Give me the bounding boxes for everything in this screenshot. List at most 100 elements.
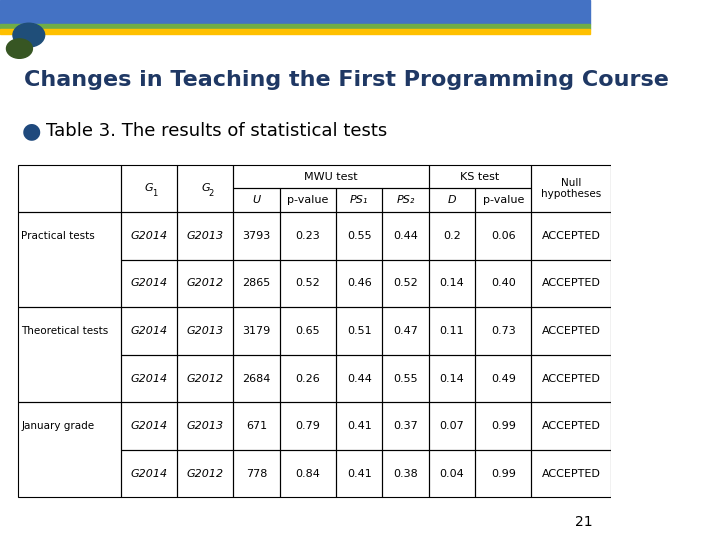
- Text: 0.47: 0.47: [393, 326, 418, 336]
- Text: 0.55: 0.55: [393, 374, 418, 383]
- Text: Table 3. The results of statistical tests: Table 3. The results of statistical test…: [46, 122, 387, 139]
- Text: 0.23: 0.23: [296, 231, 320, 241]
- Text: G2013: G2013: [186, 231, 224, 241]
- Text: G: G: [145, 184, 153, 193]
- Bar: [177, 402, 233, 450]
- Text: 1: 1: [153, 190, 158, 198]
- Bar: [233, 165, 428, 188]
- Bar: [428, 450, 475, 497]
- Bar: [428, 212, 475, 260]
- Bar: [280, 212, 336, 260]
- Bar: [475, 355, 531, 402]
- Text: G2012: G2012: [186, 279, 224, 288]
- Bar: [177, 165, 233, 212]
- Bar: [428, 188, 475, 212]
- Bar: [382, 402, 428, 450]
- Text: 0.52: 0.52: [393, 279, 418, 288]
- Text: G2014: G2014: [130, 326, 168, 336]
- Bar: [428, 402, 475, 450]
- Bar: [336, 260, 382, 307]
- Bar: [336, 450, 382, 497]
- Text: 2865: 2865: [243, 279, 271, 288]
- Text: G2012: G2012: [186, 374, 224, 383]
- Bar: [233, 307, 280, 355]
- Text: G: G: [201, 184, 210, 193]
- Text: 0.46: 0.46: [347, 279, 372, 288]
- Text: 0.11: 0.11: [440, 326, 464, 336]
- Bar: [475, 260, 531, 307]
- Text: 3793: 3793: [243, 231, 271, 241]
- Text: G2013: G2013: [186, 326, 224, 336]
- Text: 0.52: 0.52: [296, 279, 320, 288]
- Text: 3179: 3179: [243, 326, 271, 336]
- Bar: [336, 402, 382, 450]
- Bar: [382, 307, 428, 355]
- Text: U: U: [253, 195, 261, 205]
- Bar: [428, 355, 475, 402]
- Text: G2012: G2012: [186, 469, 224, 478]
- Text: 0.41: 0.41: [347, 469, 372, 478]
- Text: MWU test: MWU test: [305, 172, 358, 181]
- Bar: [177, 260, 233, 307]
- Text: 0.07: 0.07: [439, 421, 464, 431]
- Text: D: D: [448, 195, 456, 205]
- Bar: [18, 212, 121, 307]
- Bar: [121, 355, 177, 402]
- Bar: [121, 450, 177, 497]
- Bar: [531, 402, 611, 450]
- Text: 0.40: 0.40: [491, 279, 516, 288]
- Text: January grade: January grade: [22, 421, 94, 431]
- Text: 0.14: 0.14: [439, 374, 464, 383]
- Text: ACCEPTED: ACCEPTED: [541, 326, 600, 336]
- Text: 671: 671: [246, 421, 267, 431]
- Bar: [121, 307, 177, 355]
- Text: 0.41: 0.41: [347, 421, 372, 431]
- Bar: [531, 212, 611, 260]
- Text: 0.04: 0.04: [439, 469, 464, 478]
- Text: ACCEPTED: ACCEPTED: [541, 469, 600, 478]
- Text: 21: 21: [575, 515, 593, 529]
- Bar: [428, 165, 531, 188]
- Text: 778: 778: [246, 469, 267, 478]
- Text: 0.49: 0.49: [491, 374, 516, 383]
- Bar: [531, 450, 611, 497]
- Text: 0.26: 0.26: [296, 374, 320, 383]
- Text: ACCEPTED: ACCEPTED: [541, 421, 600, 431]
- Bar: [233, 355, 280, 402]
- Bar: [233, 188, 280, 212]
- Bar: [177, 212, 233, 260]
- Bar: [428, 260, 475, 307]
- Text: KS test: KS test: [460, 172, 500, 181]
- Text: PS₂: PS₂: [397, 195, 415, 205]
- Text: 0.99: 0.99: [491, 421, 516, 431]
- Text: ACCEPTED: ACCEPTED: [541, 374, 600, 383]
- Bar: [233, 260, 280, 307]
- Bar: [475, 402, 531, 450]
- Text: 0.51: 0.51: [347, 326, 372, 336]
- Bar: [18, 402, 121, 497]
- Text: G2014: G2014: [130, 279, 168, 288]
- Text: 0.06: 0.06: [491, 231, 516, 241]
- Bar: [177, 307, 233, 355]
- Bar: [336, 188, 382, 212]
- Bar: [428, 307, 475, 355]
- Text: 0.44: 0.44: [393, 231, 418, 241]
- Bar: [280, 402, 336, 450]
- Text: G2013: G2013: [186, 421, 224, 431]
- Bar: [336, 212, 382, 260]
- Bar: [475, 188, 531, 212]
- Bar: [382, 260, 428, 307]
- Text: G2014: G2014: [130, 231, 168, 241]
- Bar: [382, 355, 428, 402]
- Bar: [531, 307, 611, 355]
- Text: G2014: G2014: [130, 374, 168, 383]
- Bar: [336, 355, 382, 402]
- Text: 0.55: 0.55: [347, 231, 372, 241]
- Text: 0.79: 0.79: [295, 421, 320, 431]
- Bar: [280, 450, 336, 497]
- Text: Changes in Teaching the First Programming Course: Changes in Teaching the First Programmin…: [24, 70, 670, 90]
- Text: 0.73: 0.73: [491, 326, 516, 336]
- Bar: [280, 355, 336, 402]
- Text: 0.2: 0.2: [443, 231, 461, 241]
- Text: Null
hypotheses: Null hypotheses: [541, 178, 601, 199]
